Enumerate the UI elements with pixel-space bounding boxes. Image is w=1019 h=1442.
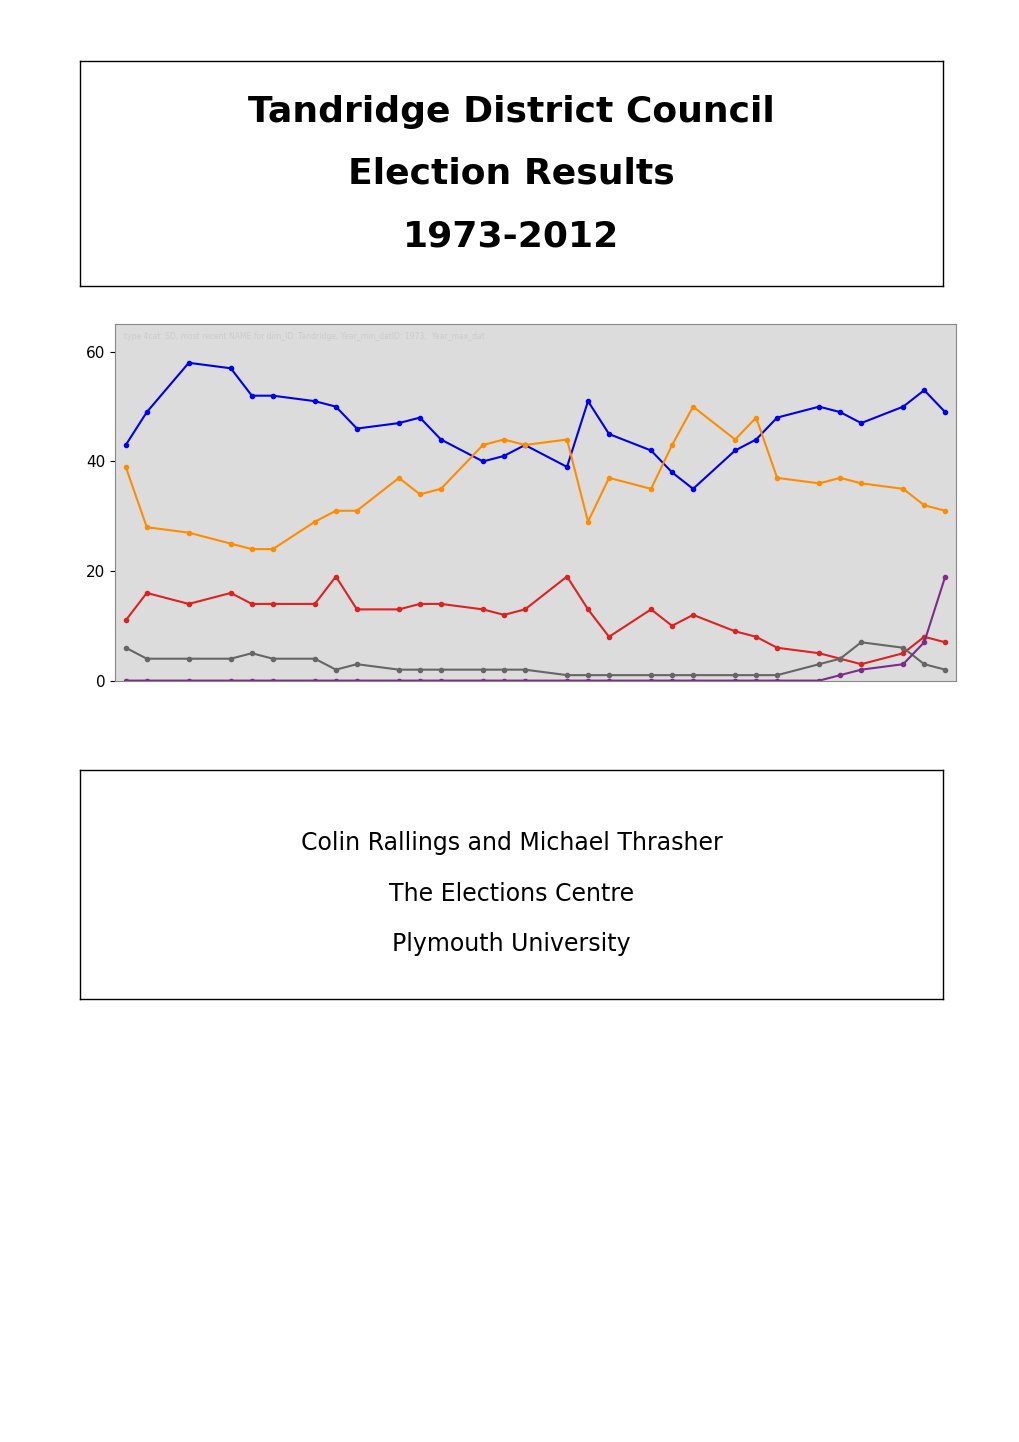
Text: Tandridge District Council: Tandridge District Council	[248, 95, 774, 130]
Text: 1973-2012: 1973-2012	[403, 219, 620, 252]
Text: Plymouth University: Plymouth University	[392, 933, 630, 956]
Text: Election Results: Election Results	[347, 156, 675, 190]
Text: Colin Rallings and Michael Thrasher: Colin Rallings and Michael Thrasher	[301, 832, 721, 855]
Text: type 4cat: SD, most recent NAME for dim_ID: Tandridge, Year_min_datID: 1973,  Ye: type 4cat: SD, most recent NAME for dim_…	[123, 332, 484, 340]
Text: The Elections Centre: The Elections Centre	[388, 883, 634, 906]
